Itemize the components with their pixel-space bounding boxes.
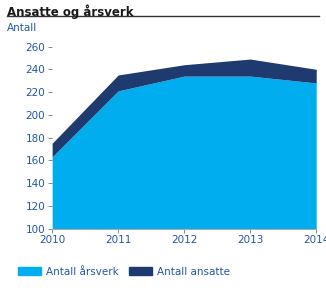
Legend: Antall årsverk, Antall ansatte: Antall årsverk, Antall ansatte (18, 267, 230, 277)
Text: Ansatte og årsverk: Ansatte og årsverk (7, 4, 133, 19)
Text: Antall: Antall (7, 23, 37, 33)
